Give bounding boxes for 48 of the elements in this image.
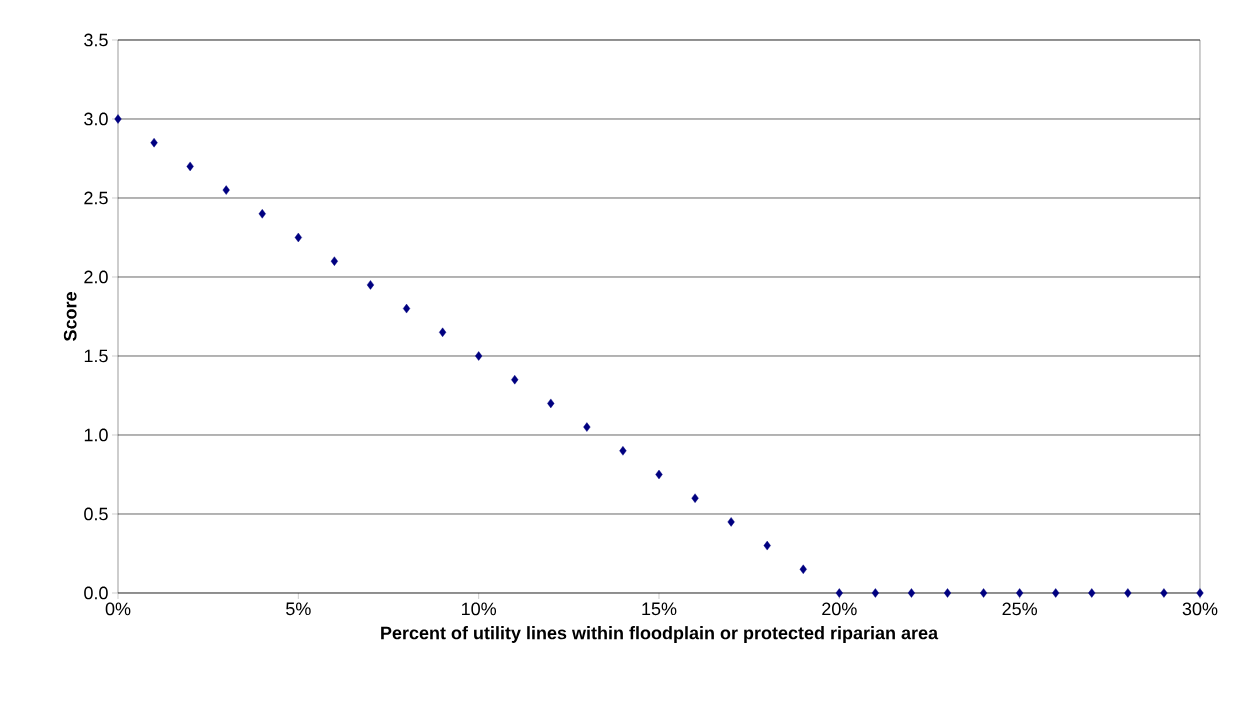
- point: [835, 588, 843, 598]
- y-tick-label: 0.5: [84, 507, 108, 521]
- point: [655, 469, 663, 480]
- point: [907, 588, 916, 598]
- point: [1160, 588, 1168, 598]
- point: [439, 327, 447, 337]
- y-tick-label: 3.5: [84, 33, 108, 47]
- y-tick-label: 1.5: [84, 349, 108, 363]
- point: [763, 540, 771, 551]
- y-tick-label: 2.0: [84, 270, 108, 284]
- x-axis-title: Percent of utility lines within floodplain or protected riparian area: [381, 626, 939, 643]
- x-tick-label: 30%: [1182, 602, 1218, 616]
- x-tick-label: 5%: [286, 602, 311, 616]
- y-tick-label: 1.0: [84, 428, 108, 442]
- point: [1088, 588, 1096, 598]
- y-tick-label: 0.0: [84, 586, 108, 600]
- point: [980, 588, 988, 598]
- point: [1124, 588, 1132, 598]
- point: [258, 209, 266, 219]
- y-tick-label: 2.5: [84, 191, 108, 205]
- y-axis-title: Score: [63, 292, 77, 341]
- x-tick-label: 25%: [1002, 602, 1038, 616]
- point: [330, 256, 338, 266]
- point: [366, 280, 375, 290]
- x-tick-label: 10%: [462, 602, 497, 616]
- point: [871, 588, 879, 598]
- point: [150, 137, 158, 148]
- point: [402, 303, 411, 314]
- point: [1052, 588, 1060, 598]
- point: [547, 398, 555, 409]
- y-tick-label: 3.0: [84, 112, 108, 126]
- point: [114, 114, 122, 124]
- point: [511, 374, 519, 385]
- point: [691, 493, 699, 503]
- x-tick-label: 15%: [642, 602, 677, 616]
- point: [1196, 588, 1204, 598]
- point: [475, 351, 483, 361]
- point: [294, 232, 302, 243]
- point: [583, 422, 591, 432]
- point: [186, 161, 194, 172]
- point: [619, 446, 627, 456]
- point: [1016, 588, 1024, 598]
- x-tick-label: 20%: [822, 602, 857, 616]
- point: [943, 588, 952, 598]
- point: [222, 185, 230, 195]
- point: [727, 517, 735, 527]
- point: [799, 564, 807, 574]
- x-tick-label: 0%: [105, 602, 131, 616]
